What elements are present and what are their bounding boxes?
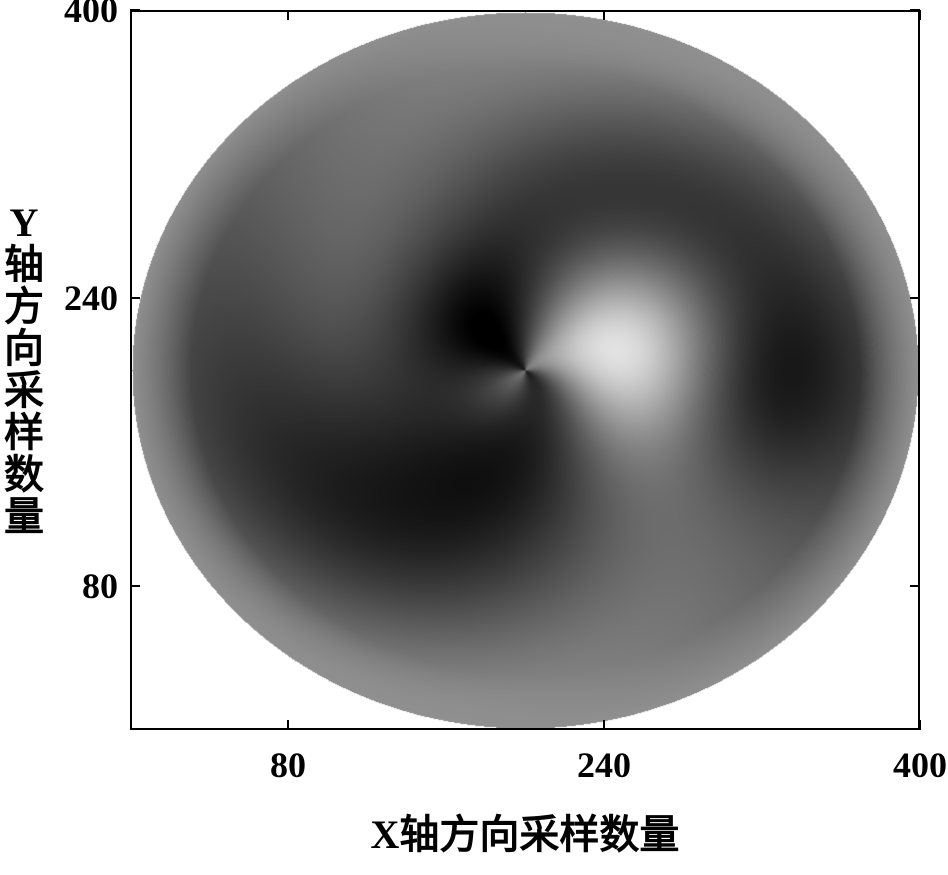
y-tick-label: 240 [48, 277, 118, 319]
x-tick-label: 400 [893, 744, 947, 786]
x-axis-label: X轴方向采样数量 [325, 802, 725, 860]
x-tick [603, 720, 605, 730]
x-tick [287, 10, 289, 20]
y-tick [910, 585, 920, 587]
y-tick [910, 297, 920, 299]
y-tick-label: 80 [48, 565, 118, 607]
heatmap-canvas [132, 12, 918, 728]
plot-area [130, 10, 920, 730]
x-tick [287, 720, 289, 730]
y-tick [130, 585, 140, 587]
x-tick-label: 240 [577, 744, 631, 786]
y-axis-label: Y轴方向采样数量 [2, 202, 46, 538]
figure: Y轴方向采样数量 X轴方向采样数量 80 240 400 80 240 400 [0, 0, 948, 875]
x-tick [603, 10, 605, 20]
y-tick [130, 9, 140, 11]
x-tick [919, 10, 921, 20]
y-tick-label: 400 [48, 0, 118, 31]
y-tick [130, 297, 140, 299]
y-tick [910, 9, 920, 11]
x-axis-label-text: X轴方向采样数量 [371, 812, 680, 857]
x-tick [919, 720, 921, 730]
x-tick-label: 80 [270, 744, 306, 786]
